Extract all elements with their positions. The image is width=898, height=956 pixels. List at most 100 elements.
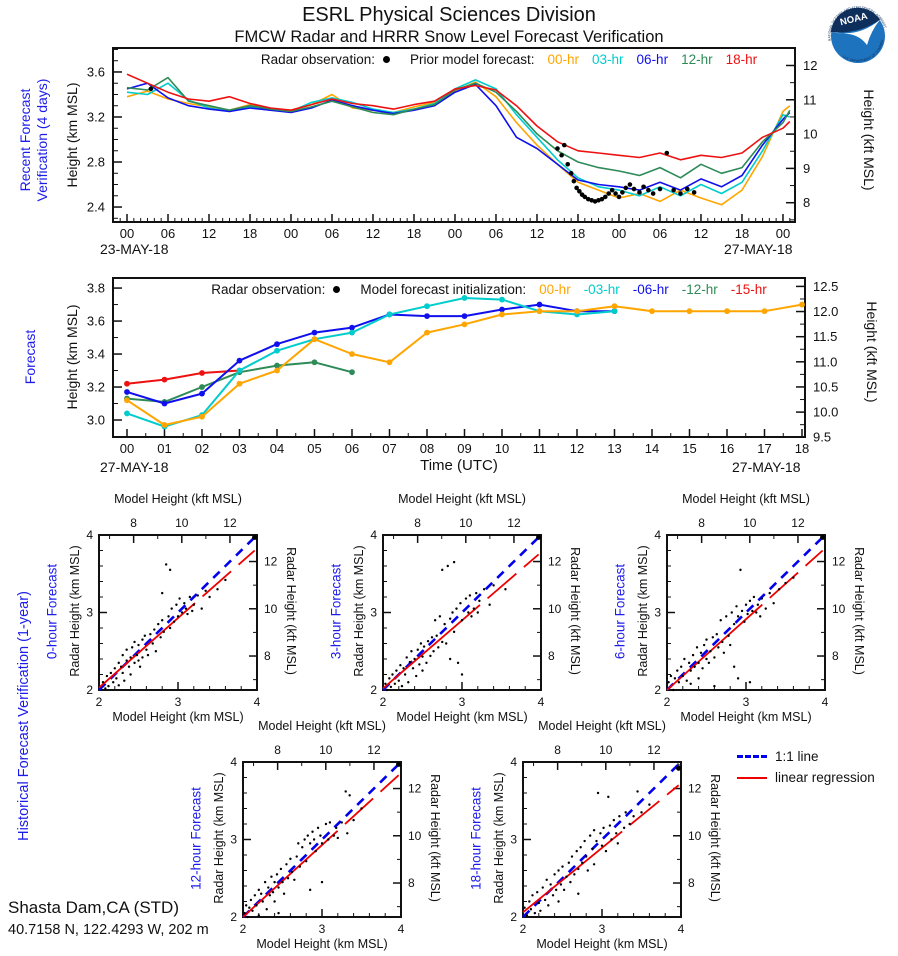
svg-text:2: 2 xyxy=(654,683,661,697)
legend-init-00hr: 00-hr xyxy=(539,282,571,297)
svg-text:2: 2 xyxy=(380,695,387,709)
svg-text:12: 12 xyxy=(570,441,584,456)
sc1-title: 3-hour Forecast xyxy=(328,563,344,660)
svg-text:18: 18 xyxy=(243,226,257,241)
svg-text:12: 12 xyxy=(264,555,278,569)
sc3-title: 12-hour Forecast xyxy=(188,787,204,890)
svg-text:10: 10 xyxy=(495,441,509,456)
sc1-right-title: Radar Height (kft MSL) xyxy=(568,547,582,675)
svg-text:3: 3 xyxy=(86,606,93,620)
svg-text:8: 8 xyxy=(832,649,839,663)
svg-text:3: 3 xyxy=(743,695,750,709)
station-coords: 40.7158 N, 122.4293 W, 202 m xyxy=(8,922,209,938)
legend-series-06hr: 06-hr xyxy=(636,52,669,67)
svg-text:3: 3 xyxy=(370,606,377,620)
svg-text:3: 3 xyxy=(459,695,466,709)
svg-text:12: 12 xyxy=(367,743,381,757)
svg-text:10.0: 10.0 xyxy=(813,405,838,420)
mid-date-left: 27-MAY-18 xyxy=(100,459,169,475)
top-date-right: 27-MAY-18 xyxy=(724,241,793,257)
svg-text:3.2: 3.2 xyxy=(87,109,105,124)
svg-text:11: 11 xyxy=(803,92,817,107)
sc0-bottom-title: Model Height (km MSL) xyxy=(112,710,244,724)
svg-text:2: 2 xyxy=(240,922,247,936)
svg-text:12: 12 xyxy=(548,555,562,569)
radar-observation-dot xyxy=(382,56,390,63)
svg-text:8: 8 xyxy=(803,195,810,210)
svg-text:8: 8 xyxy=(264,649,271,663)
svg-text:09: 09 xyxy=(457,441,471,456)
svg-text:2.8: 2.8 xyxy=(87,155,105,170)
svg-text:16: 16 xyxy=(720,441,734,456)
svg-text:4: 4 xyxy=(230,755,237,769)
svg-text:12: 12 xyxy=(803,58,817,73)
svg-text:3.6: 3.6 xyxy=(87,64,105,79)
svg-text:03: 03 xyxy=(232,441,246,456)
svg-text:00: 00 xyxy=(448,226,462,241)
mid-date-right: 27-MAY-18 xyxy=(732,459,801,475)
line-key: 1:1 line linear regression xyxy=(737,746,875,788)
svg-text:3.6: 3.6 xyxy=(87,314,105,329)
sc2-right-title: Radar Height (kft MSL) xyxy=(852,547,866,675)
legend-series-12hr: 12-hr xyxy=(681,52,713,67)
svg-text:10: 10 xyxy=(688,829,702,843)
svg-text:3: 3 xyxy=(654,606,661,620)
section-label-recent-verification: Recent Forecast Verification (4 days) xyxy=(17,40,51,240)
sc1-left-title: Radar Height (km MSL) xyxy=(352,545,366,677)
svg-text:10: 10 xyxy=(319,743,333,757)
svg-text:10: 10 xyxy=(803,127,817,142)
svg-text:9: 9 xyxy=(803,161,810,176)
svg-text:4: 4 xyxy=(86,528,93,542)
svg-text:06: 06 xyxy=(345,441,359,456)
svg-text:12: 12 xyxy=(223,516,237,530)
svg-text:2: 2 xyxy=(520,922,527,936)
legend-series-00hr: 00-hr xyxy=(547,52,580,67)
sc3-left-title: Radar Height (km MSL) xyxy=(212,772,226,904)
svg-text:06: 06 xyxy=(489,226,503,241)
section-label-line1: Recent Forecast xyxy=(17,88,33,192)
svg-text:13: 13 xyxy=(607,441,621,456)
sc2-title: 6-hour Forecast xyxy=(612,563,628,660)
svg-text:00: 00 xyxy=(120,226,134,241)
key-one-to-one: 1:1 line xyxy=(737,746,875,767)
regression-line-sample xyxy=(737,776,767,779)
middle-chart-legend: Radar observation: Model forecast initia… xyxy=(113,282,835,297)
svg-text:06: 06 xyxy=(325,226,339,241)
legend-init-03hr: -03-hr xyxy=(583,282,620,297)
svg-text:12.5: 12.5 xyxy=(813,279,838,294)
svg-text:3: 3 xyxy=(319,922,326,936)
svg-text:4: 4 xyxy=(370,528,377,542)
svg-text:00: 00 xyxy=(120,441,134,456)
svg-text:12: 12 xyxy=(202,226,216,241)
sc4-top-title: Model Height (kft MSL) xyxy=(538,719,666,733)
regression-label: linear regression xyxy=(775,770,875,785)
page-title: ESRL Physical Sciences Division xyxy=(302,4,596,26)
svg-text:3: 3 xyxy=(175,695,182,709)
svg-text:4: 4 xyxy=(654,528,661,542)
sc1-bottom-title: Model Height (km MSL) xyxy=(396,710,528,724)
svg-text:18: 18 xyxy=(407,226,421,241)
svg-text:14: 14 xyxy=(645,441,659,456)
sc3-bottom-title: Model Height (km MSL) xyxy=(256,937,388,951)
mid-x-axis-title: Time (UTC) xyxy=(420,457,498,474)
section-label-historical-verification: Historical Forecast Verification (1-year… xyxy=(16,591,32,841)
svg-text:12: 12 xyxy=(530,226,544,241)
svg-text:18: 18 xyxy=(735,226,749,241)
svg-text:02: 02 xyxy=(195,441,209,456)
svg-text:11: 11 xyxy=(533,441,547,456)
svg-text:10: 10 xyxy=(459,516,473,530)
svg-text:04: 04 xyxy=(270,441,284,456)
svg-text:3.0: 3.0 xyxy=(87,413,105,428)
sc0-right-title: Radar Height (kft MSL) xyxy=(284,547,298,675)
sc4-title: 18-hour Forecast xyxy=(468,787,484,890)
top-y-left-title: Height (km MSL) xyxy=(64,82,80,188)
sc3-right-title: Radar Height (kft MSL) xyxy=(428,774,442,902)
svg-text:3.2: 3.2 xyxy=(87,380,105,395)
sc0-top-title: Model Height (kft MSL) xyxy=(114,492,242,506)
svg-text:12.0: 12.0 xyxy=(813,304,838,319)
svg-text:12: 12 xyxy=(408,782,422,796)
svg-text:00: 00 xyxy=(612,226,626,241)
svg-text:06: 06 xyxy=(161,226,175,241)
svg-text:2: 2 xyxy=(510,910,517,924)
